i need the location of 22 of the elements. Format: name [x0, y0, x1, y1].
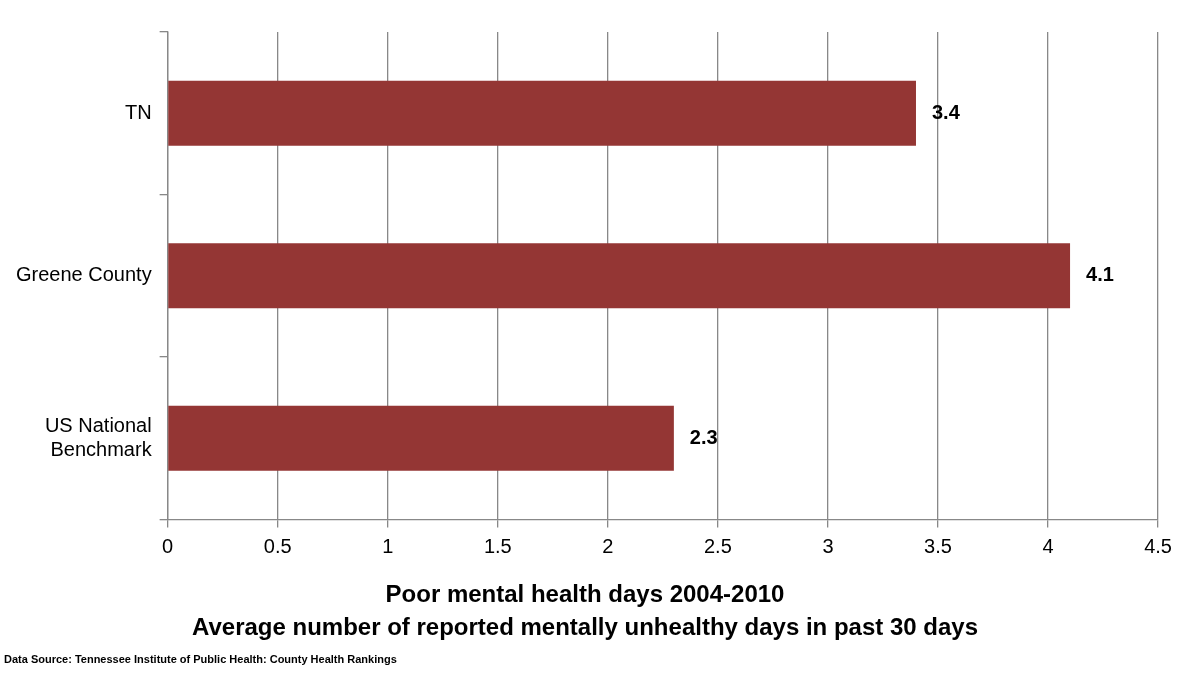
y-tick-label: US National Benchmark — [44, 413, 153, 460]
x-tick-label: 4 — [1042, 534, 1054, 557]
x-tick-label: 1.5 — [483, 534, 512, 557]
bar — [168, 80, 916, 146]
x-tick-label: 2 — [602, 534, 614, 557]
data-label: 4.1 — [1086, 263, 1114, 286]
x-tick-label: 4.5 — [1144, 534, 1172, 557]
x-tick-label: 0.5 — [263, 534, 292, 557]
x-tick-label: 2.5 — [703, 534, 732, 557]
text: Poor mental health days 2004-2010 — [385, 580, 785, 608]
bar — [168, 243, 1071, 309]
x-tick-label: 3.5 — [924, 534, 952, 557]
bar — [168, 405, 674, 471]
x-tick-label: 3 — [822, 534, 834, 557]
y-tick-label: Greene County — [15, 263, 152, 286]
data-label: 2.3 — [689, 425, 718, 448]
y-tick-label: TN — [124, 100, 152, 123]
x-tick-label: 1 — [382, 534, 394, 557]
text: Average number of reported mentally unhealthy days in past 30 days — [191, 613, 979, 641]
data-label: 3.4 — [931, 100, 961, 123]
source-note: Data Source: Tennessee Institute of Public Health: County Health Rankings — [4, 652, 397, 665]
x-tick-label: 0 — [162, 534, 174, 557]
